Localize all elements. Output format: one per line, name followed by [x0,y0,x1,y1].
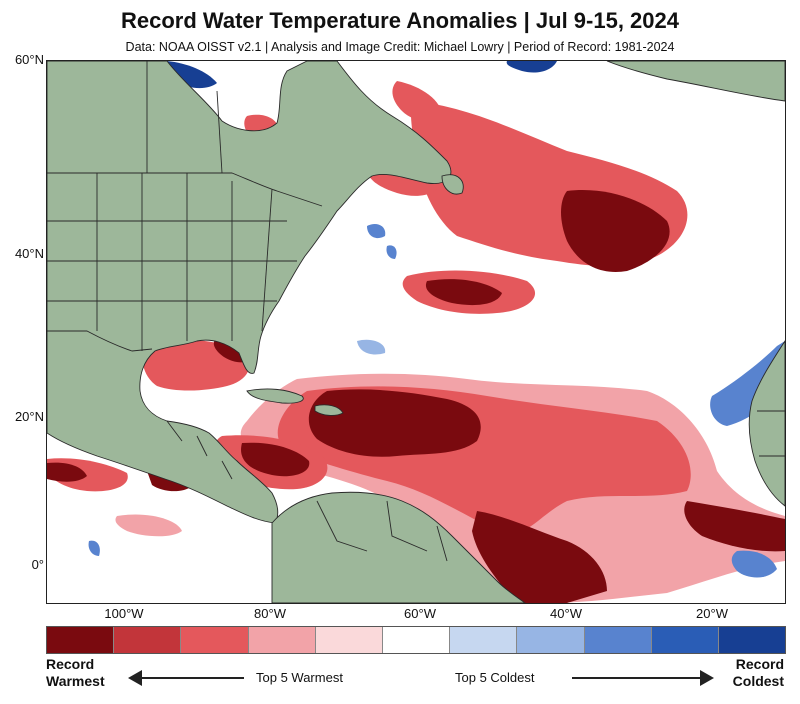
lat-label-0: 0° [31,557,44,572]
caribbean-south-record [241,442,310,477]
greenland-land [606,61,785,102]
north-atlantic-record [561,190,670,272]
lat-label-20n: 20°N [14,409,44,424]
state-line-5 [261,188,273,332]
arrow-right-icon [700,670,714,686]
mid-atlantic-record [425,279,502,306]
canada-province-2 [216,90,223,174]
hispaniola-land [314,404,344,416]
pacific-light-patch [115,514,182,537]
legend-swatch-warm-2 [114,627,182,653]
arrow-left-shaft [140,677,244,679]
gulf-of-guinea-cold [731,550,777,578]
legend-swatch-record-coldest [718,627,786,653]
labrador-sea-warm [392,81,442,122]
lon-label-20w: 20°W [696,606,728,621]
lat-label-40n: 40°N [14,246,44,261]
lon-label-100w: 100°W [104,606,144,621]
west-atlantic-light-cold [357,339,386,355]
africa-land [748,340,785,507]
south-america-land [271,491,526,603]
legend-swatch-cold-4 [517,627,585,653]
legend-swatch-warm-3 [181,627,249,653]
arrow-right-shaft [572,677,702,679]
gulf-stream-cold-dot-2 [386,245,397,259]
cuba-land [246,388,304,404]
us-canada-border [47,172,323,207]
central-america-border [166,420,233,480]
lon-label-60w: 60°W [404,606,436,621]
legend-record-coldest-label: Record Coldest [718,656,784,690]
legend-left-line2: Warmest [46,673,105,689]
pacific-record-patch [47,462,87,482]
caribbean-record-warm [308,389,481,457]
map-subtitle: Data: NOAA OISST v2.1 | Analysis and Ima… [125,40,675,54]
us-mexico-border [47,330,153,352]
pacific-cold-dot [88,540,100,556]
legend-swatch-neutral [382,627,451,653]
newfoundland-land [441,174,464,195]
south-america-border-1 [316,500,368,552]
south-america-border-2 [386,500,428,552]
political-borders [47,61,785,562]
land-areas [47,61,785,603]
legend-right-line2: Coldest [732,673,784,689]
legend-swatch-warm-4 [248,627,316,653]
legend-right-line1: Record [735,656,784,672]
lon-label-80w: 80°W [254,606,286,621]
east-atlantic-record-warm [684,501,785,552]
legend-record-warmest-label: Record Warmest [46,656,105,690]
legend-colorbar [46,626,786,654]
arrow-left-icon [128,670,142,686]
anomaly-map [46,60,786,604]
equatorial-record-warm [472,511,607,603]
legend-swatch-warm-5 [315,627,383,653]
legend-swatch-cold-2 [651,627,719,653]
legend-top5-warmest-label: Top 5 Warmest [256,670,343,685]
labrador-cold [506,61,557,73]
lat-label-60n: 60°N [14,52,44,67]
gulf-stream-cold-dot [367,224,386,239]
legend-swatch-cold-5 [450,627,518,653]
legend-swatch-record-warmest [47,627,115,653]
map-title: Record Water Temperature Anomalies | Jul… [121,8,679,33]
south-america-border-3 [436,525,448,562]
legend-top5-coldest-label: Top 5 Coldest [455,670,535,685]
warm-anomaly-areas [47,81,785,603]
legend-swatch-cold-3 [584,627,652,653]
lon-label-40w: 40°W [550,606,582,621]
map-canvas [47,61,785,603]
legend-left-line1: Record [46,656,95,672]
